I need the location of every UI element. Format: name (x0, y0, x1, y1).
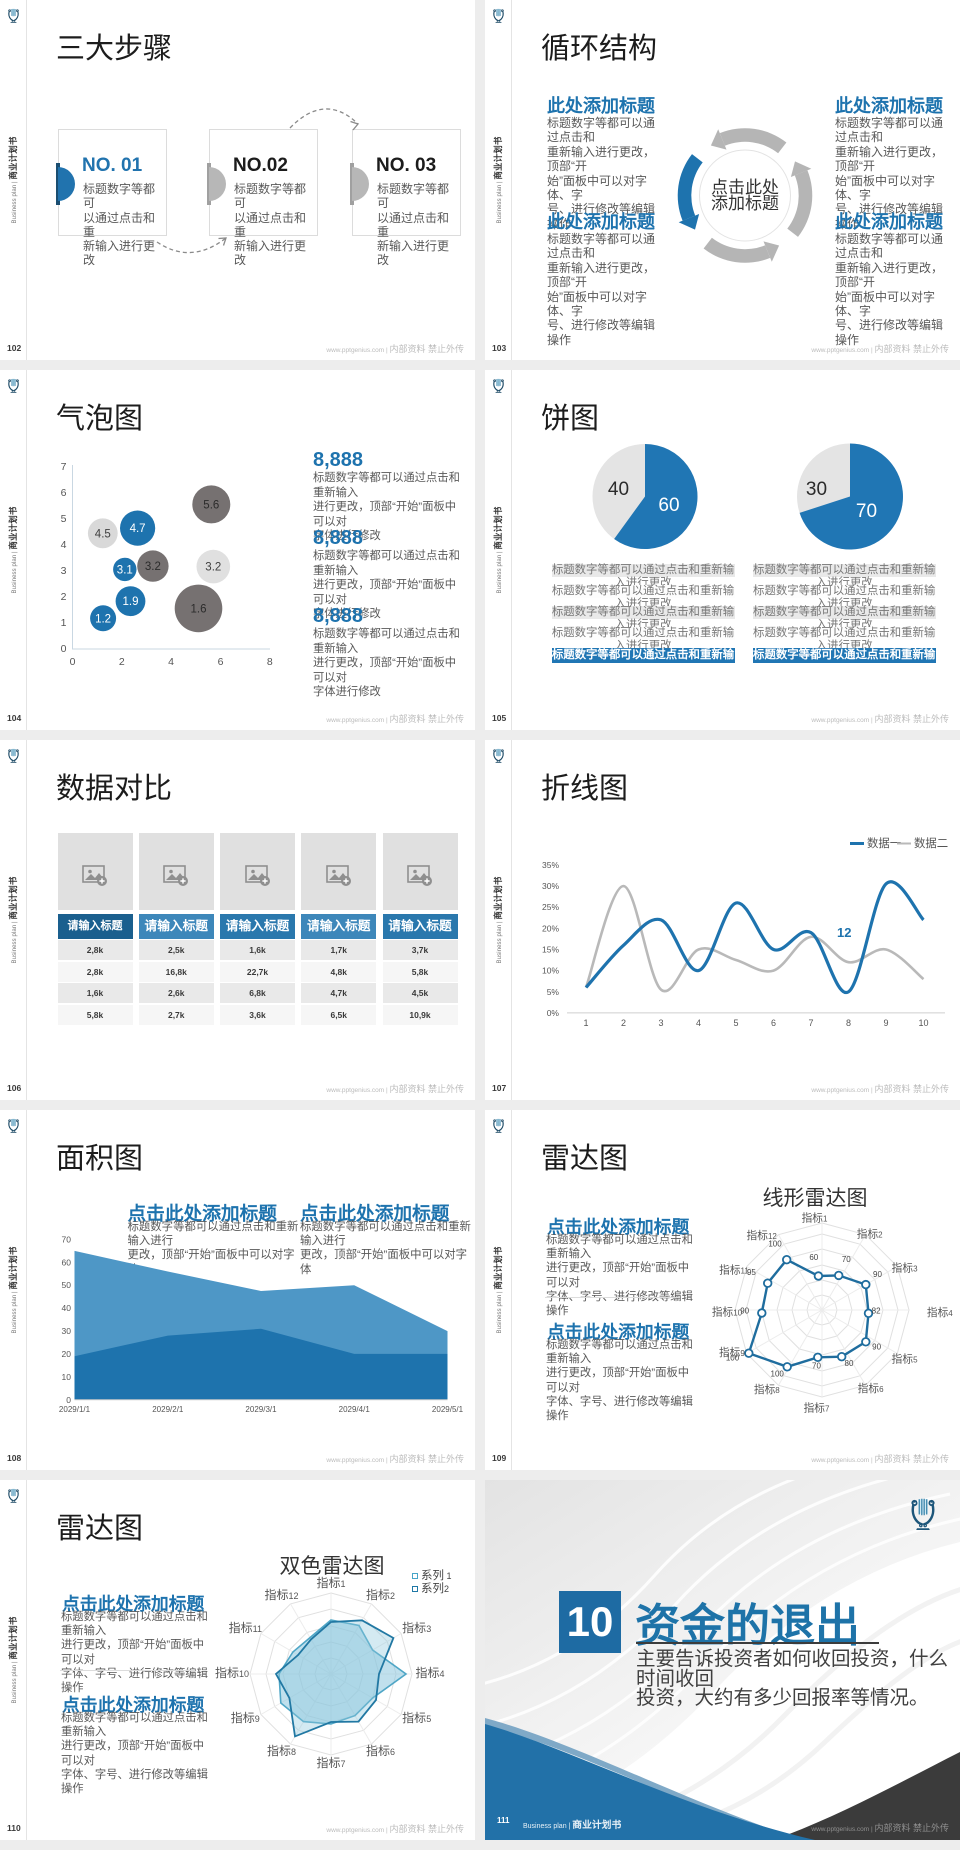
svg-text:95: 95 (747, 1268, 756, 1277)
svg-text:5: 5 (733, 1018, 738, 1028)
svg-text:25%: 25% (542, 902, 559, 912)
svg-text:1.2: 1.2 (95, 613, 111, 625)
svg-text:指标6: 指标6 (366, 1743, 395, 1758)
svg-text:指标5: 指标5 (402, 1710, 431, 1725)
svg-text:指标9: 指标9 (231, 1710, 260, 1725)
svg-text:50: 50 (62, 1280, 72, 1290)
svg-text:3.2: 3.2 (205, 562, 221, 574)
svg-text:5%: 5% (547, 987, 560, 997)
svg-text:0: 0 (61, 643, 67, 655)
svg-text:指标12: 指标12 (747, 1229, 778, 1242)
svg-text:指标6: 指标6 (858, 1382, 884, 1395)
svg-text:指标3: 指标3 (402, 1620, 431, 1635)
svg-text:2029/3/1: 2029/3/1 (245, 1405, 277, 1414)
svg-text:90: 90 (740, 1307, 749, 1316)
svg-text:指标10: 指标10 (215, 1665, 249, 1680)
svg-text:指标5: 指标5 (892, 1352, 918, 1365)
svg-text:3.2: 3.2 (145, 561, 161, 573)
svg-text:5.6: 5.6 (203, 499, 219, 511)
svg-text:8: 8 (846, 1018, 851, 1028)
svg-text:100: 100 (768, 1239, 782, 1248)
svg-text:指标1: 指标1 (316, 1575, 345, 1590)
svg-text:2: 2 (621, 1018, 626, 1028)
svg-text:1.9: 1.9 (123, 596, 139, 608)
svg-text:指标7: 指标7 (316, 1755, 345, 1770)
svg-text:指标11: 指标11 (719, 1264, 749, 1277)
svg-text:2029/4/1: 2029/4/1 (339, 1405, 371, 1414)
svg-text:4.7: 4.7 (130, 523, 146, 535)
svg-text:6: 6 (61, 487, 67, 499)
svg-text:10: 10 (918, 1018, 928, 1028)
svg-text:10%: 10% (542, 966, 559, 976)
svg-text:指标4: 指标4 (927, 1306, 953, 1319)
svg-text:15%: 15% (542, 945, 559, 955)
svg-text:指标8: 指标8 (267, 1743, 296, 1758)
svg-text:30%: 30% (542, 881, 559, 891)
svg-text:82: 82 (872, 1307, 881, 1316)
svg-text:60: 60 (658, 495, 679, 516)
svg-text:40: 40 (62, 1303, 72, 1313)
svg-text:6: 6 (771, 1018, 776, 1028)
svg-text:4: 4 (61, 539, 67, 551)
svg-text:40: 40 (608, 479, 629, 500)
svg-text:60: 60 (809, 1253, 818, 1262)
svg-text:7: 7 (61, 461, 67, 473)
svg-text:5: 5 (61, 513, 67, 525)
svg-text:3.1: 3.1 (117, 564, 133, 576)
svg-text:1.6: 1.6 (191, 603, 207, 615)
svg-text:2029/2/1: 2029/2/1 (152, 1405, 184, 1414)
svg-text:指标4: 指标4 (415, 1665, 444, 1680)
svg-text:12: 12 (837, 925, 851, 940)
svg-text:70: 70 (812, 1362, 821, 1371)
svg-text:9: 9 (883, 1018, 888, 1028)
svg-text:7: 7 (808, 1018, 813, 1028)
svg-text:0: 0 (70, 656, 76, 668)
svg-text:指标2: 指标2 (857, 1228, 883, 1241)
svg-text:0%: 0% (547, 1008, 560, 1018)
svg-text:4.5: 4.5 (95, 528, 111, 540)
svg-text:2029/1/1: 2029/1/1 (59, 1405, 91, 1414)
svg-text:指标1: 指标1 (802, 1212, 828, 1225)
svg-text:3: 3 (658, 1018, 663, 1028)
svg-text:指标10: 指标10 (712, 1306, 743, 1319)
svg-text:3: 3 (61, 565, 67, 577)
svg-text:20: 20 (62, 1349, 72, 1359)
svg-text:4: 4 (696, 1018, 701, 1028)
svg-text:指标12: 指标12 (264, 1587, 298, 1602)
svg-text:100: 100 (726, 1353, 740, 1362)
svg-text:指标9: 指标9 (719, 1346, 745, 1359)
svg-text:指标11: 指标11 (229, 1620, 262, 1635)
svg-text:指标8: 指标8 (754, 1383, 780, 1396)
svg-text:2029/5/1: 2029/5/1 (432, 1405, 464, 1414)
svg-text:指标3: 指标3 (892, 1262, 918, 1275)
svg-text:90: 90 (872, 1343, 881, 1352)
svg-text:8: 8 (267, 656, 273, 668)
svg-text:30: 30 (62, 1326, 72, 1336)
svg-text:2: 2 (119, 656, 125, 668)
svg-text:60: 60 (62, 1257, 72, 1267)
svg-text:100: 100 (771, 1370, 785, 1379)
svg-text:80: 80 (845, 1359, 854, 1368)
svg-text:4: 4 (168, 656, 174, 668)
svg-text:6: 6 (218, 656, 224, 668)
svg-text:70: 70 (856, 501, 877, 522)
svg-text:10: 10 (62, 1372, 72, 1382)
svg-text:数据二: 数据二 (914, 836, 948, 850)
svg-text:数据一: 数据一 (867, 836, 901, 850)
svg-text:70: 70 (842, 1255, 851, 1264)
svg-text:70: 70 (62, 1234, 72, 1244)
svg-text:20%: 20% (542, 923, 559, 933)
svg-text:30: 30 (806, 479, 827, 500)
svg-text:1: 1 (583, 1018, 588, 1028)
svg-text:1: 1 (61, 617, 67, 629)
svg-text:0: 0 (66, 1395, 71, 1405)
svg-text:90: 90 (873, 1270, 882, 1279)
svg-text:指标7: 指标7 (804, 1401, 830, 1414)
svg-text:35%: 35% (542, 860, 559, 870)
svg-text:2: 2 (61, 591, 67, 603)
svg-text:指标2: 指标2 (366, 1587, 395, 1602)
